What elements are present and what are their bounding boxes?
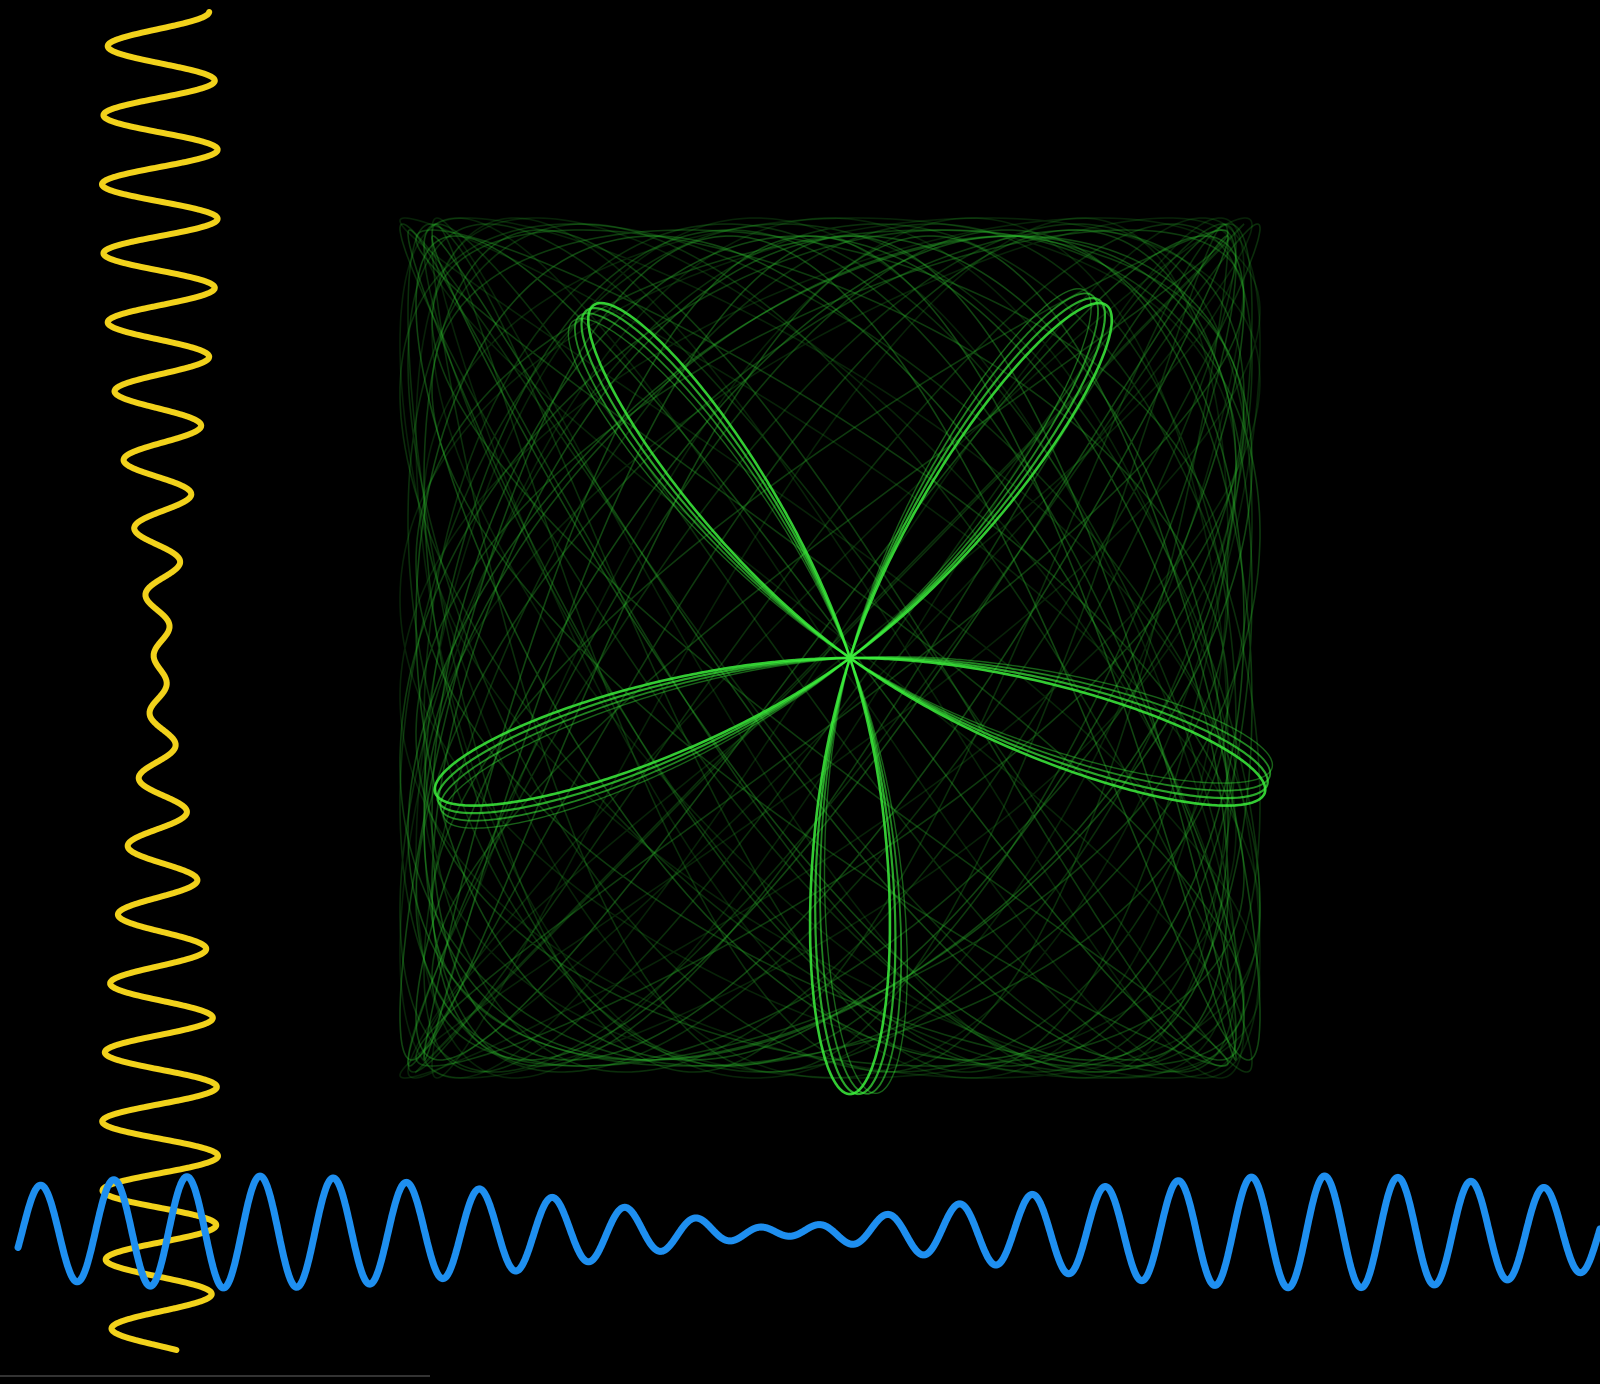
vertical-wave [99, 9, 221, 1353]
trace [431, 235, 1229, 1061]
trace [399, 217, 1261, 1079]
trace [399, 223, 1261, 1073]
blue-wave [14, 1172, 1600, 1292]
rose [439, 292, 1272, 1095]
trace [415, 217, 1245, 1079]
rose [442, 288, 1274, 1094]
trace [423, 235, 1237, 1061]
trace [431, 223, 1229, 1073]
trace [415, 229, 1245, 1067]
trace [407, 229, 1253, 1067]
trace [423, 229, 1237, 1067]
trace [399, 229, 1261, 1067]
trace [431, 229, 1229, 1067]
trace [407, 223, 1253, 1073]
trace [399, 217, 1261, 1079]
trace [431, 217, 1229, 1079]
trace [407, 223, 1253, 1073]
trace [423, 235, 1237, 1062]
trace [399, 223, 1261, 1073]
trace [415, 235, 1245, 1061]
yellow-wave [99, 9, 221, 1353]
trace [431, 217, 1229, 1079]
trace [407, 235, 1253, 1061]
trace [407, 217, 1253, 1079]
trace [415, 229, 1245, 1067]
trace [423, 217, 1237, 1079]
trace [423, 223, 1237, 1073]
horizontal-wave [14, 1172, 1600, 1292]
lissajous-figure [399, 217, 1274, 1096]
